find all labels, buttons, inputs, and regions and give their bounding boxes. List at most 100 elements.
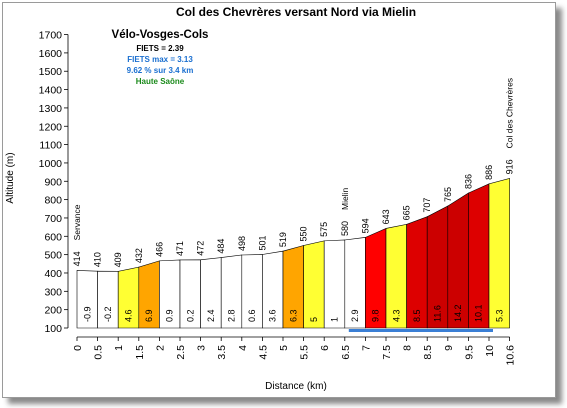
y-tick-label: 1700 — [39, 30, 63, 42]
grade-label: 10.1 — [474, 304, 484, 322]
y-tick-label: 1400 — [39, 85, 63, 97]
altitude-label: 594 — [360, 218, 370, 233]
grade-label: -0.2 — [103, 306, 113, 322]
y-tick-label: 200 — [44, 305, 62, 317]
chart-marks: 1002003004005006007008009001000110012001… — [39, 30, 517, 366]
x-tick-label: 9 — [443, 345, 455, 351]
x-tick-label: 2 — [154, 345, 166, 351]
altitude-label: 886 — [484, 165, 494, 180]
y-tick-label: 1000 — [39, 158, 63, 170]
altitude-label: 432 — [134, 248, 144, 263]
info-steepest: 9.62 % sur 3.4 km — [127, 66, 194, 75]
x-tick-label: 2.5 — [175, 345, 187, 360]
info-box: Vélo-Vosges-Cols FIETS = 2.39 FIETS max … — [112, 29, 209, 86]
info-region: Haute Saône — [136, 77, 185, 86]
x-tick-label: 5.5 — [299, 345, 311, 360]
segment-bar — [488, 177, 510, 329]
x-tick-label: 8 — [402, 345, 414, 351]
altitude-label: 409 — [113, 252, 123, 267]
x-tick-label: 0.5 — [93, 345, 105, 360]
y-tick-label: 700 — [44, 213, 62, 225]
grade-label: 11.6 — [433, 305, 443, 322]
x-tick-label: 10.6 — [505, 345, 517, 366]
altitude-label: 836 — [463, 174, 473, 189]
y-tick-label: 500 — [44, 250, 62, 262]
grade-label: 1 — [330, 317, 340, 322]
grade-label: 2.4 — [206, 309, 216, 322]
grade-label: 0.6 — [247, 309, 257, 322]
grade-label: 6.3 — [288, 309, 298, 322]
altitude-label: 472 — [196, 241, 206, 256]
grade-label: 0.9 — [165, 309, 175, 322]
info-fiets-max: FIETS max = 3.13 — [127, 55, 193, 64]
y-tick-label: 1300 — [39, 103, 63, 115]
altitude-label: 580 — [340, 221, 350, 236]
segment-bar — [323, 239, 346, 329]
x-tick-label: 1 — [113, 345, 125, 351]
altitude-label: 501 — [257, 235, 267, 250]
altitude-label: 765 — [443, 187, 453, 202]
grade-label: 14.2 — [453, 304, 463, 322]
grade-label: 5 — [309, 317, 319, 322]
y-tick-label: 1600 — [39, 48, 63, 60]
grade-label: 0.2 — [185, 309, 195, 322]
place-label: Mielin — [340, 187, 350, 209]
grade-label: 4.3 — [391, 309, 401, 322]
steepest-section-bar — [348, 329, 493, 332]
x-tick-label: 6.5 — [340, 345, 352, 360]
x-tick-label: 4 — [237, 345, 249, 351]
altitude-label: 484 — [216, 239, 226, 254]
altitude-label: 665 — [402, 205, 412, 220]
altitude-label: 410 — [93, 252, 103, 267]
altitude-label: 575 — [319, 222, 329, 237]
x-tick-label: 3.5 — [216, 345, 228, 360]
x-tick-label: 9.5 — [463, 345, 475, 360]
grade-label: 2.8 — [227, 309, 237, 322]
x-tick-label: 3 — [196, 345, 208, 351]
x-tick-label: 7 — [360, 345, 372, 351]
x-tick-label: 1.5 — [134, 345, 146, 360]
y-axis-label: Altitude (m) — [5, 152, 16, 203]
chart-title: Col des Chevrères versant Nord via Mieli… — [176, 5, 416, 19]
altitude-label: 916 — [505, 159, 515, 174]
y-tick-label: 100 — [44, 323, 62, 335]
info-fiets: FIETS = 2.39 — [136, 44, 184, 53]
info-site: Vélo-Vosges-Cols — [112, 29, 209, 41]
grade-label: 6.9 — [144, 309, 154, 322]
y-tick-label: 1100 — [39, 140, 62, 152]
altitude-label: 643 — [381, 209, 391, 224]
x-tick-label: 7.5 — [381, 345, 393, 360]
altitude-label: 471 — [175, 241, 185, 256]
x-tick-label: 8.5 — [422, 345, 434, 360]
altitude-label: 414 — [72, 251, 82, 266]
grade-label: 5.3 — [494, 309, 504, 322]
x-tick-label: 6 — [319, 345, 331, 351]
x-tick-label: 0 — [72, 345, 84, 351]
altitude-label: 707 — [422, 198, 432, 213]
segment-bars — [76, 177, 510, 329]
grade-label: 2.9 — [350, 309, 360, 322]
y-tick-label: 800 — [44, 195, 62, 207]
x-tick-label: 5 — [278, 345, 290, 351]
place-label: Col des Chevrères — [505, 78, 515, 148]
x-tick-label: 10 — [484, 345, 496, 357]
grade-label: 3.6 — [268, 309, 278, 322]
grade-label: 4.6 — [124, 309, 134, 322]
y-tick-label: 1200 — [39, 121, 63, 133]
grade-label: -0.9 — [82, 306, 92, 322]
y-tick-label: 300 — [44, 286, 62, 298]
altitude-label: 498 — [237, 236, 247, 251]
altitude-label: 466 — [154, 242, 164, 257]
altitude-label: 519 — [278, 232, 288, 247]
y-tick-label: 600 — [44, 231, 62, 243]
y-tick-label: 1500 — [39, 66, 63, 78]
grade-label: 9.8 — [371, 309, 381, 322]
segment-bar — [303, 240, 325, 329]
grade-label: 8.5 — [412, 309, 422, 322]
altitude-label: 550 — [299, 226, 309, 241]
place-label: Servance — [72, 204, 82, 240]
x-tick-label: 4.5 — [257, 345, 269, 360]
x-axis-label: Distance (km) — [265, 381, 327, 392]
y-tick-label: 900 — [44, 176, 62, 188]
